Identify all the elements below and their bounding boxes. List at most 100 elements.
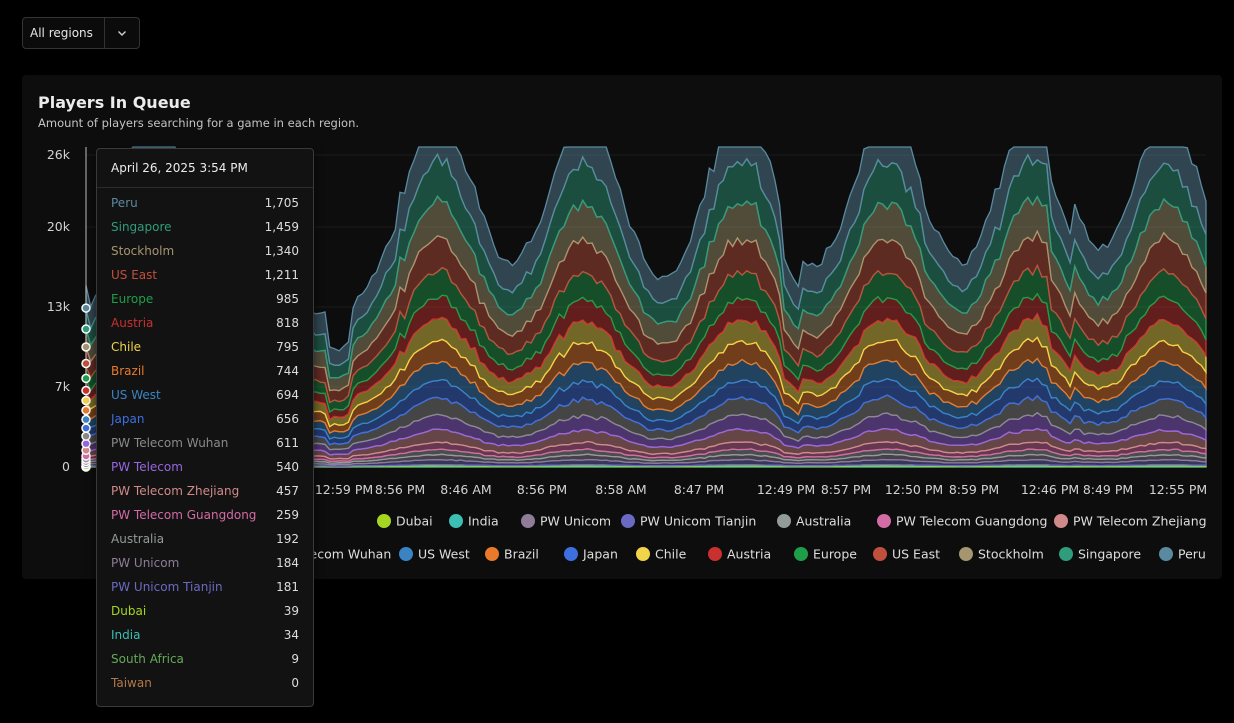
tooltip-series-name: Singapore [111, 220, 172, 234]
x-tick-label: 8:59 PM [949, 482, 999, 497]
legend-item-chile[interactable]: Chile [636, 547, 687, 562]
tooltip-series-name: US East [111, 268, 158, 282]
tooltip-series-value: 34 [283, 628, 299, 642]
legend-item-peru[interactable]: Peru [1159, 547, 1206, 562]
panel-title: Players In Queue [38, 93, 191, 112]
legend-swatch [794, 547, 808, 561]
hover-point [81, 395, 91, 406]
legend-item-singapore[interactable]: Singapore [1059, 547, 1141, 562]
legend-swatch [485, 547, 499, 561]
tooltip-row: Austria 818 [111, 311, 299, 335]
legend-item-brazil[interactable]: Brazil [485, 547, 539, 562]
legend-label: Dubai [396, 514, 433, 529]
tooltip-row: Stockholm 1,340 [111, 239, 299, 263]
legend-swatch [1059, 547, 1073, 561]
tooltip-series-value: 9 [291, 652, 299, 666]
tooltip-row: South Africa 9 [111, 647, 299, 671]
hover-point [81, 431, 91, 441]
legend-item-australia[interactable]: Australia [777, 514, 851, 529]
legend-swatch [959, 547, 973, 561]
x-tick-label: 8:57 PM [821, 482, 871, 497]
tooltip-series-value: 656 [276, 412, 299, 426]
legend-item-pw-telecom-guangdong[interactable]: PW Telecom Guangdong [877, 514, 1047, 529]
legend-label: PW Telecom Zhejiang [1073, 514, 1207, 529]
tooltip-series-name: Australia [111, 532, 165, 546]
tooltip-series-name: Peru [111, 196, 138, 210]
tooltip-series-name: PW Unicom [111, 556, 180, 570]
tooltip-series-value: 1,705 [264, 196, 299, 210]
x-tick-label: 12:49 PM [757, 482, 815, 497]
chart-tooltip: April 26, 2025 3:54 PM Peru 1,705 Singapor… [96, 148, 314, 707]
y-tick-label: 26k [47, 147, 71, 162]
x-tick-label: 12:50 PM [885, 482, 943, 497]
tooltip-row: US West 694 [111, 383, 299, 407]
legend-swatch [1159, 547, 1173, 561]
region-select[interactable]: All regions [22, 17, 140, 49]
tooltip-series-value: 192 [276, 532, 299, 546]
legend-item-pw-telecom-zhejiang[interactable]: PW Telecom Zhejiang [1054, 514, 1207, 529]
legend-item-europe[interactable]: Europe [794, 547, 857, 562]
hover-point [81, 303, 91, 313]
hover-point [81, 385, 91, 396]
tooltip-series-value: 1,459 [264, 220, 299, 234]
hover-point [81, 342, 91, 352]
tooltip-series-value: 694 [276, 388, 299, 402]
tooltip-series-name: PW Telecom Zhejiang [111, 484, 240, 498]
tooltip-row: Peru 1,705 [111, 191, 299, 215]
tooltip-series-name: PW Telecom [111, 460, 183, 474]
tooltip-series-name: Taiwan [111, 676, 152, 690]
tooltip-series-name: Austria [111, 316, 154, 330]
tooltip-row: PW Telecom Guangdong 259 [111, 503, 299, 527]
area-series-group [85, 146, 1207, 468]
tooltip-series-value: 0 [291, 676, 299, 690]
legend-item-pw-unicom-tianjin[interactable]: PW Unicom Tianjin [621, 514, 756, 529]
tooltip-series-name: PW Unicom Tianjin [111, 580, 223, 594]
legend-item-india[interactable]: India [449, 514, 499, 529]
legend-label: Singapore [1078, 547, 1141, 562]
hover-point [81, 405, 91, 416]
legend-swatch [1054, 514, 1068, 528]
tooltip-row: India 34 [111, 623, 299, 647]
legend-item-austria[interactable]: Austria [708, 547, 771, 562]
legend-item-us-west[interactable]: US West [399, 547, 470, 562]
legend-item-japan[interactable]: Japan [564, 547, 618, 562]
hover-point [81, 324, 91, 334]
legend-label: Austria [727, 547, 771, 562]
tooltip-row: PW Telecom Wuhan 611 [111, 431, 299, 455]
tooltip-row: Brazil 744 [111, 359, 299, 383]
tooltip-series-name: India [111, 628, 141, 642]
legend-item-pw-unicom[interactable]: PW Unicom [521, 514, 611, 529]
legend-item-dubai[interactable]: Dubai [377, 514, 433, 529]
hover-point [81, 423, 91, 433]
tooltip-row: Singapore 1,459 [111, 215, 299, 239]
legend-item-us-east[interactable]: US East [873, 547, 940, 562]
x-tick-label: 8:49 PM [1083, 482, 1133, 497]
tooltip-row: Japan 656 [111, 407, 299, 431]
y-tick-label: 13k [47, 299, 71, 314]
x-tick-label: 8:56 PM [517, 482, 567, 497]
tooltip-series-name: Dubai [111, 604, 147, 618]
legend-label: US West [418, 547, 470, 562]
y-tick-label: 20k [47, 219, 71, 234]
tooltip-series-value: 181 [276, 580, 299, 594]
tooltip-series-value: 540 [276, 460, 299, 474]
tooltip-series-name: Stockholm [111, 244, 175, 258]
legend-label: Stockholm [978, 547, 1044, 562]
tooltip-series-name: Brazil [111, 364, 145, 378]
hover-point [81, 358, 91, 369]
tooltip-row: PW Telecom Zhejiang 457 [111, 479, 299, 503]
legend-label: US East [892, 547, 940, 562]
y-tick-label: 7k [55, 379, 71, 394]
legend-item-stockholm[interactable]: Stockholm [959, 547, 1044, 562]
legend-label: Peru [1178, 547, 1206, 562]
legend-label: PW Unicom [540, 514, 611, 529]
tooltip-series-name: US West [111, 388, 161, 402]
chevron-down-icon[interactable] [103, 18, 139, 48]
legend-swatch [449, 514, 463, 528]
tooltip-row: Europe 985 [111, 287, 299, 311]
tooltip-row: Taiwan 0 [111, 671, 299, 695]
y-tick-label: 0 [62, 459, 70, 474]
hover-point [81, 373, 91, 384]
tooltip-row: PW Telecom 540 [111, 455, 299, 479]
